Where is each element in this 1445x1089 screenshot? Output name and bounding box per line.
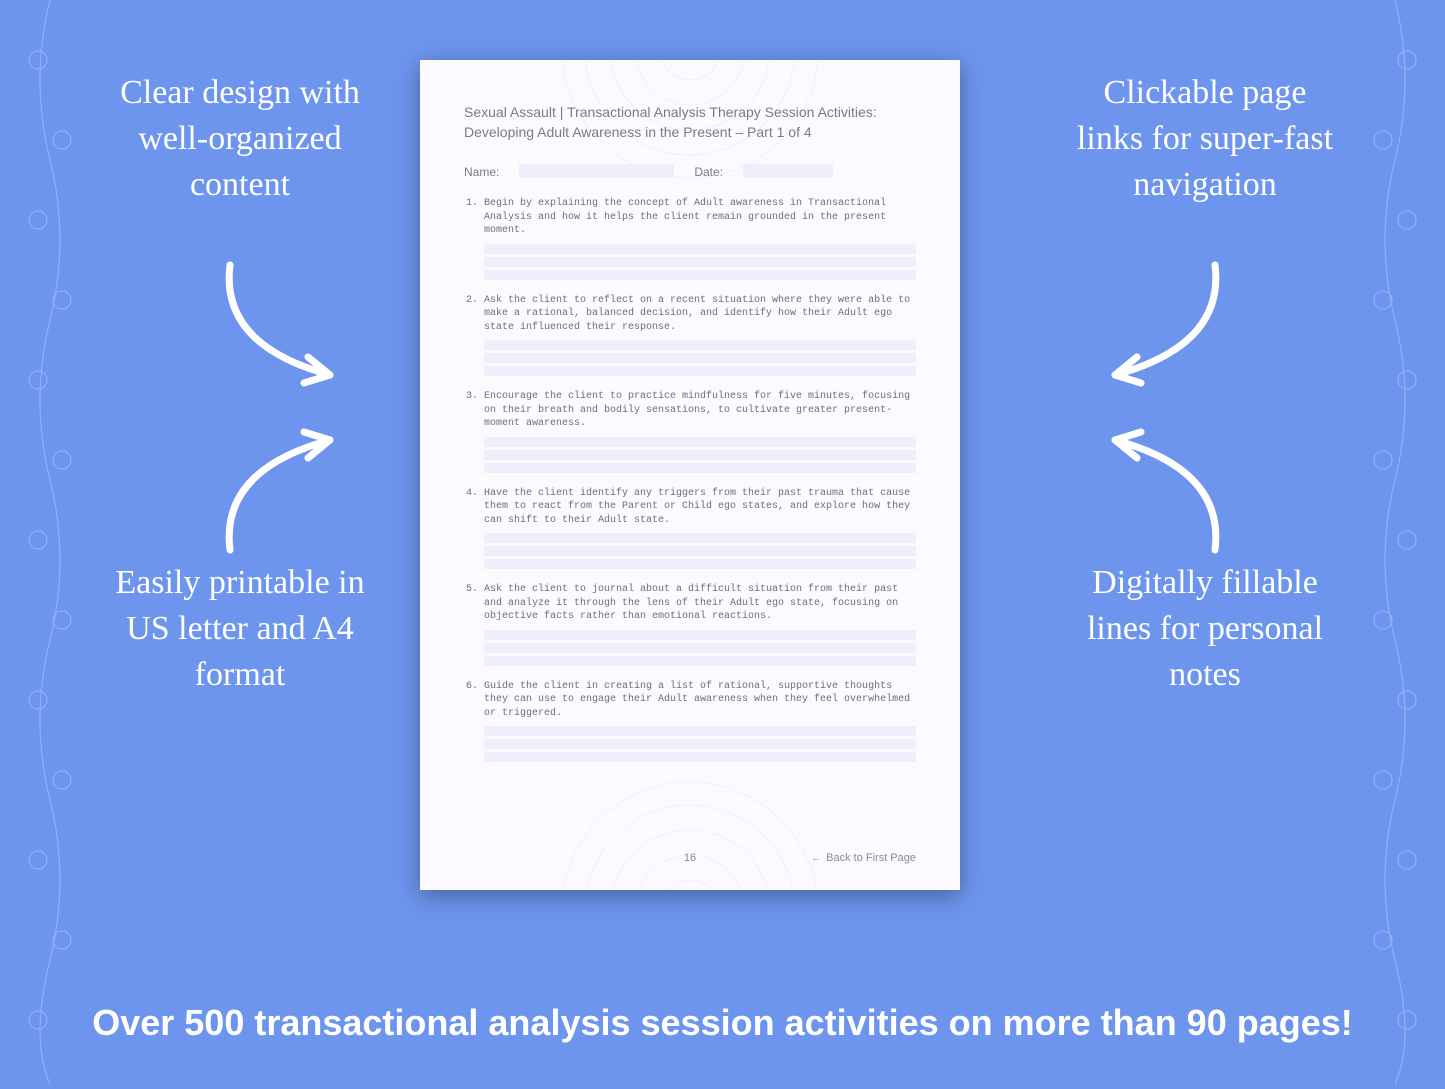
back-arrow-icon: ←: [811, 853, 821, 864]
item-body: Ask the client to journal about a diffic…: [484, 583, 916, 666]
worksheet-item: 3.Encourage the client to practice mindf…: [464, 390, 916, 473]
item-prompt: Guide the client in creating a list of r…: [484, 680, 916, 721]
arrow-bottom-right-icon: [1075, 420, 1245, 560]
fillable-lines[interactable]: [484, 244, 916, 280]
worksheet-item: 2.Ask the client to reflect on a recent …: [464, 294, 916, 377]
document-subtitle: Developing Adult Awareness in the Presen…: [464, 124, 916, 140]
item-prompt: Begin by explaining the concept of Adult…: [484, 197, 916, 238]
arrow-top-left-icon: [200, 255, 370, 395]
fillable-lines[interactable]: [484, 340, 916, 376]
item-body: Begin by explaining the concept of Adult…: [484, 197, 916, 280]
fillable-lines[interactable]: [484, 630, 916, 666]
item-prompt: Ask the client to reflect on a recent si…: [484, 294, 916, 335]
item-number: 2.: [464, 294, 478, 377]
item-number: 6.: [464, 680, 478, 763]
fillable-line[interactable]: [484, 366, 916, 376]
fillable-line[interactable]: [484, 726, 916, 736]
item-number: 4.: [464, 487, 478, 570]
fillable-line[interactable]: [484, 437, 916, 447]
fillable-line[interactable]: [484, 353, 916, 363]
name-label: Name:: [464, 164, 499, 179]
back-to-first-page-link[interactable]: ← Back to First Page: [811, 852, 916, 864]
document-title: Sexual Assault | Transactional Analysis …: [464, 104, 916, 120]
fillable-lines[interactable]: [484, 437, 916, 473]
item-prompt: Have the client identify any triggers fr…: [484, 487, 916, 528]
item-body: Ask the client to reflect on a recent si…: [484, 294, 916, 377]
fillable-line[interactable]: [484, 270, 916, 280]
callout-bottom-left: Easily printable in US letter and A4 for…: [110, 560, 370, 698]
item-number: 1.: [464, 197, 478, 280]
item-body: Have the client identify any triggers fr…: [484, 487, 916, 570]
arrow-top-right-icon: [1075, 255, 1245, 395]
fillable-lines[interactable]: [484, 726, 916, 762]
arrow-bottom-left-icon: [200, 420, 370, 560]
fillable-line[interactable]: [484, 559, 916, 569]
date-input[interactable]: [743, 164, 833, 178]
item-number: 3.: [464, 390, 478, 473]
name-date-row: Name: Date:: [464, 164, 916, 179]
worksheet-items: 1.Begin by explaining the concept of Adu…: [464, 197, 916, 762]
fillable-line[interactable]: [484, 752, 916, 762]
back-link-label: Back to First Page: [826, 852, 916, 864]
callout-top-left: Clear design with well-organized content: [110, 70, 370, 208]
fillable-line[interactable]: [484, 340, 916, 350]
decorative-floral-right: [1355, 0, 1435, 1084]
item-number: 5.: [464, 583, 478, 666]
worksheet-item: 5.Ask the client to journal about a diff…: [464, 583, 916, 666]
bottom-banner: Over 500 transactional analysis session …: [0, 1002, 1445, 1044]
page-footer: 16 ← Back to First Page: [464, 852, 916, 864]
fillable-line[interactable]: [484, 244, 916, 254]
item-prompt: Ask the client to journal about a diffic…: [484, 583, 916, 624]
page-number: 16: [684, 852, 696, 864]
fillable-line[interactable]: [484, 643, 916, 653]
name-input[interactable]: [519, 164, 674, 178]
fillable-line[interactable]: [484, 656, 916, 666]
decorative-floral-left: [10, 0, 90, 1084]
item-prompt: Encourage the client to practice mindful…: [484, 390, 916, 431]
item-body: Guide the client in creating a list of r…: [484, 680, 916, 763]
fillable-line[interactable]: [484, 546, 916, 556]
mandala-decoration-bottom-icon: [560, 780, 820, 910]
fillable-line[interactable]: [484, 533, 916, 543]
fillable-line[interactable]: [484, 450, 916, 460]
worksheet-item: 1.Begin by explaining the concept of Adu…: [464, 197, 916, 280]
fillable-lines[interactable]: [484, 533, 916, 569]
item-body: Encourage the client to practice mindful…: [484, 390, 916, 473]
worksheet-item: 6.Guide the client in creating a list of…: [464, 680, 916, 763]
fillable-line[interactable]: [484, 630, 916, 640]
fillable-line[interactable]: [484, 257, 916, 267]
callout-bottom-right: Digitally fillable lines for personal no…: [1075, 560, 1335, 698]
fillable-line[interactable]: [484, 463, 916, 473]
fillable-line[interactable]: [484, 739, 916, 749]
worksheet-page: Sexual Assault | Transactional Analysis …: [420, 60, 960, 890]
worksheet-item: 4.Have the client identify any triggers …: [464, 487, 916, 570]
callout-top-right: Clickable page links for super-fast navi…: [1075, 70, 1335, 208]
date-label: Date:: [694, 164, 723, 179]
